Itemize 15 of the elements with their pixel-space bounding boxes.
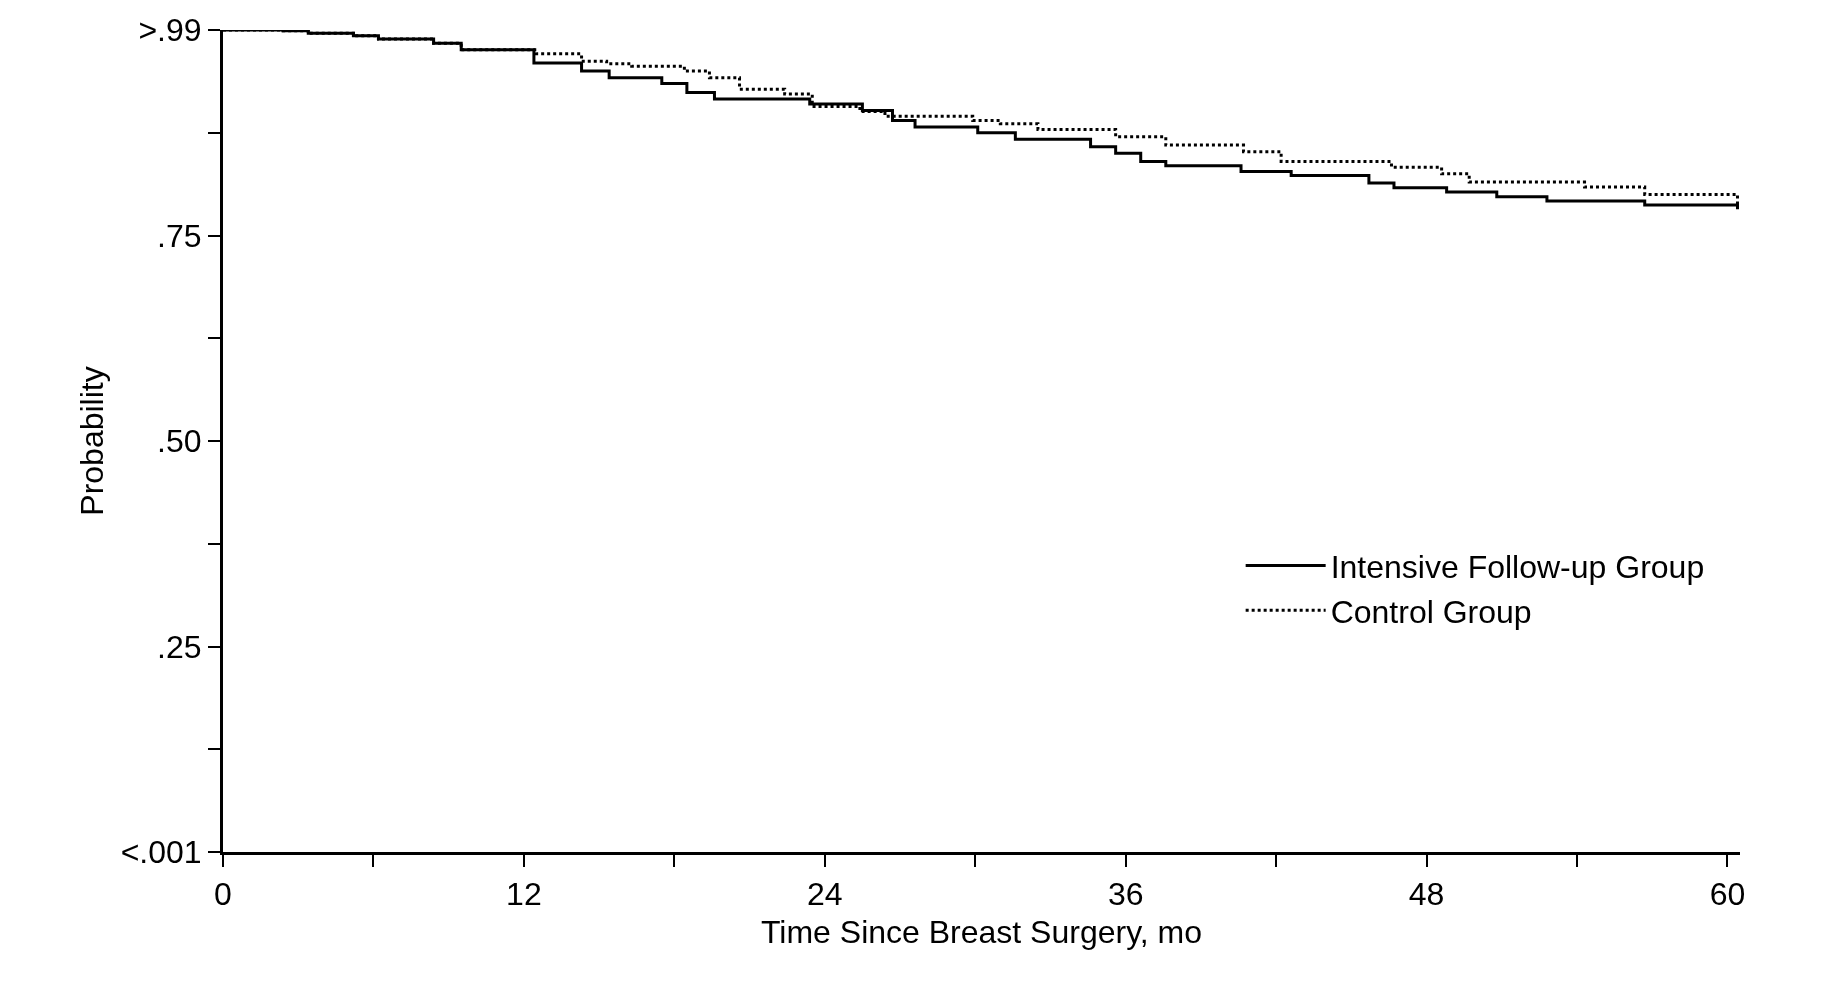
x-tick-label: 24: [806, 876, 843, 913]
x-axis-title: Time Since Breast Surgery, mo: [760, 914, 1203, 951]
y-axis-title: Probability: [73, 366, 110, 516]
y-tick-label: >.99: [138, 12, 202, 49]
x-tick-label: 12: [506, 876, 542, 913]
x-tick-label: 48: [1408, 876, 1445, 913]
legend-label: Intensive Follow-up Group: [1330, 549, 1705, 586]
y-tick-label: .50: [157, 423, 202, 460]
y-tick-label: .25: [157, 628, 202, 665]
legend-label: Control Group: [1330, 593, 1532, 630]
y-tick-label: <.001: [120, 834, 202, 871]
x-tick-label: 60: [1709, 876, 1746, 913]
x-tick-label: 0: [214, 876, 232, 913]
x-tick-label: 36: [1107, 876, 1144, 913]
y-tick-label: .75: [157, 217, 202, 254]
